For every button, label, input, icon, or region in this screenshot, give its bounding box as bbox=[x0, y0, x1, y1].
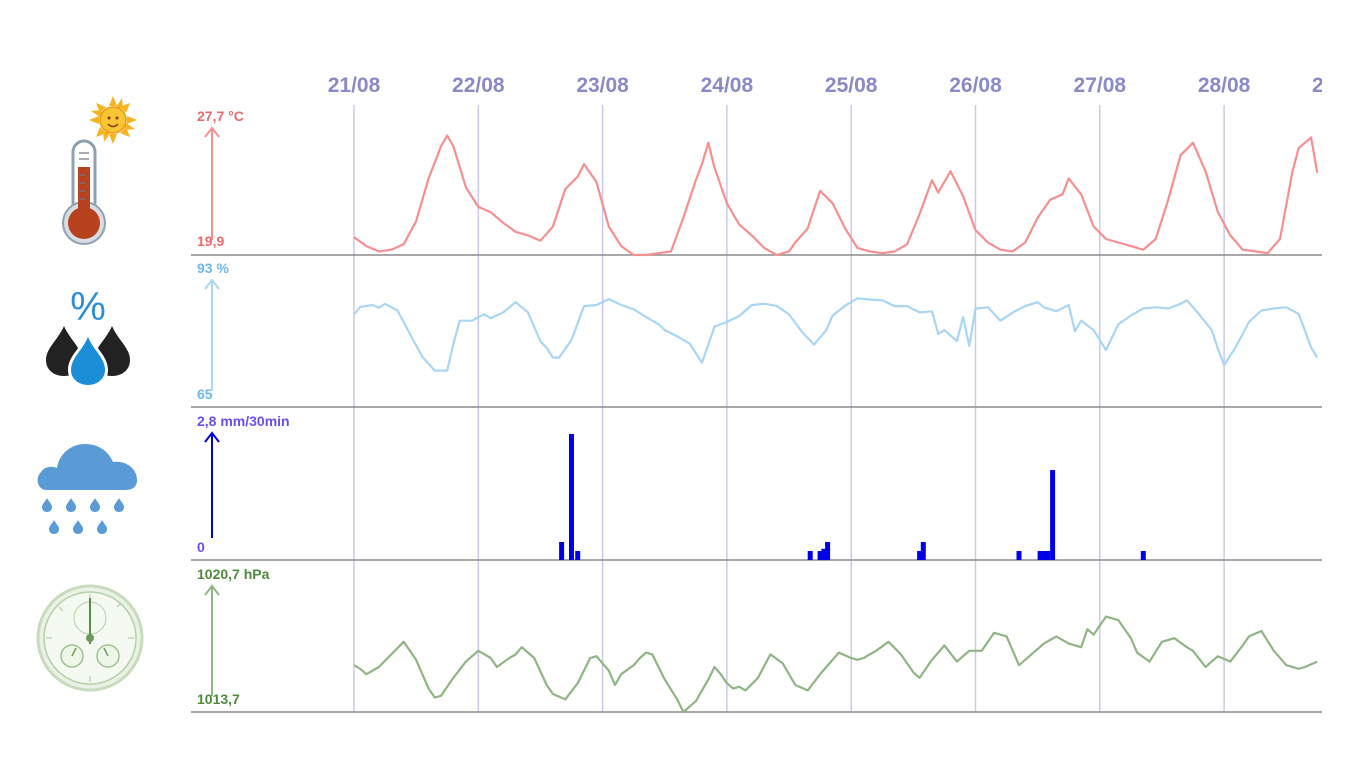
rain-bar bbox=[1037, 551, 1043, 560]
pressure-axis-arrowhead bbox=[204, 584, 220, 596]
temperature-axis-min-label: 19,9 bbox=[197, 233, 224, 249]
date-tick-label: 28/08 bbox=[1198, 74, 1251, 97]
rain-bar bbox=[825, 542, 831, 560]
temperature-axis-arrowhead bbox=[204, 126, 220, 138]
panel-pressure: 1020,7 hPa 1013,7 bbox=[197, 566, 1318, 714]
date-tick-label: 2 bbox=[1312, 74, 1324, 97]
rain-axis-min-label: 0 bbox=[197, 539, 205, 555]
humidity-axis-min-label: 65 bbox=[197, 386, 213, 402]
pressure-axis-max-label: 1020,7 hPa bbox=[197, 566, 270, 582]
thermometer-sun-icon bbox=[62, 96, 137, 245]
temperature-series-line bbox=[353, 134, 1319, 257]
rain-bar bbox=[569, 434, 574, 560]
rain-bar bbox=[807, 551, 813, 560]
rain-bar bbox=[817, 551, 823, 560]
humidity-drops-icon: % bbox=[46, 285, 130, 388]
rain-bar bbox=[917, 551, 923, 560]
date-tick-label: 27/08 bbox=[1074, 74, 1127, 97]
temperature-axis-max-label: 27,7 °C bbox=[197, 108, 244, 124]
pressure-axis-min-label: 1013,7 bbox=[197, 691, 240, 707]
rain-bar bbox=[821, 548, 827, 561]
panel-humidity: 93 % 65 bbox=[197, 260, 1319, 402]
rain-bar bbox=[575, 551, 581, 560]
rain-bar bbox=[1016, 551, 1022, 560]
date-tick-labels: 21/08 22/08 23/08 24/08 25/08 26/08 27/08 28/08… bbox=[328, 74, 1324, 97]
humidity-axis-max-label: 93 % bbox=[197, 260, 229, 276]
pressure-series-line bbox=[353, 615, 1318, 714]
rain-bar bbox=[1045, 551, 1051, 560]
date-tick-label: 22/08 bbox=[452, 74, 505, 97]
chart-panels: 27,7 °C 19,9 93 % 65 2,8 mm/30min 0 1020,7 hPa… bbox=[197, 108, 1319, 714]
date-tick-label: 26/08 bbox=[949, 74, 1002, 97]
barometer-icon bbox=[36, 584, 144, 692]
rain-bar bbox=[1140, 551, 1146, 560]
rain-axis-max-label: 2,8 mm/30min bbox=[197, 413, 290, 429]
panel-temperature: 27,7 °C 19,9 bbox=[197, 108, 1319, 257]
rain-bar bbox=[1050, 470, 1056, 560]
date-tick-label: 24/08 bbox=[701, 74, 754, 97]
panel-rain: 2,8 mm/30min 0 bbox=[197, 413, 1146, 561]
date-tick-label: 25/08 bbox=[825, 74, 878, 97]
date-tick-label: 21/08 bbox=[328, 74, 381, 97]
humidity-series-line bbox=[353, 297, 1319, 372]
rain-bar bbox=[920, 542, 926, 560]
rain-bar bbox=[1041, 551, 1047, 560]
grid-lines bbox=[191, 105, 1322, 713]
date-tick-label: 23/08 bbox=[576, 74, 629, 97]
humidity-axis-arrowhead bbox=[204, 278, 220, 290]
rain-cloud-icon bbox=[37, 444, 137, 534]
rain-axis-arrowhead bbox=[204, 431, 220, 443]
rain-bar bbox=[559, 542, 565, 560]
svg-text:%: % bbox=[70, 285, 106, 329]
